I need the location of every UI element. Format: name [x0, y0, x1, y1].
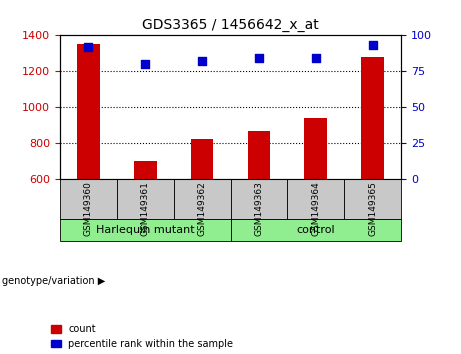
Text: GSM149364: GSM149364 [311, 181, 320, 236]
Bar [60, 179, 117, 219]
Text: GSM149361: GSM149361 [141, 181, 150, 236]
Title: GDS3365 / 1456642_x_at: GDS3365 / 1456642_x_at [142, 18, 319, 32]
Point [255, 56, 263, 61]
Bar [77, 44, 100, 179]
Text: GSM149365: GSM149365 [368, 181, 377, 236]
Text: GSM149362: GSM149362 [198, 181, 207, 236]
Point [198, 58, 206, 64]
Text: Harlequin mutant: Harlequin mutant [96, 225, 195, 235]
Bar [191, 139, 213, 179]
Bar [174, 179, 230, 219]
Text: control: control [296, 225, 335, 235]
Point [142, 61, 149, 67]
Bar [60, 219, 230, 241]
Bar [287, 179, 344, 219]
Text: genotype/variation ▶: genotype/variation ▶ [2, 276, 106, 286]
Bar [248, 131, 270, 179]
Bar [344, 179, 401, 219]
Legend: count, percentile rank within the sample: count, percentile rank within the sample [51, 324, 233, 349]
Point [369, 42, 376, 48]
Point [85, 44, 92, 50]
Point [312, 56, 319, 61]
Bar [361, 57, 384, 179]
Bar [230, 219, 401, 241]
Text: GSM149360: GSM149360 [84, 181, 93, 236]
Bar [117, 179, 174, 219]
Text: GSM149363: GSM149363 [254, 181, 263, 236]
Bar [304, 118, 327, 179]
Bar [134, 161, 157, 179]
Bar [230, 179, 287, 219]
